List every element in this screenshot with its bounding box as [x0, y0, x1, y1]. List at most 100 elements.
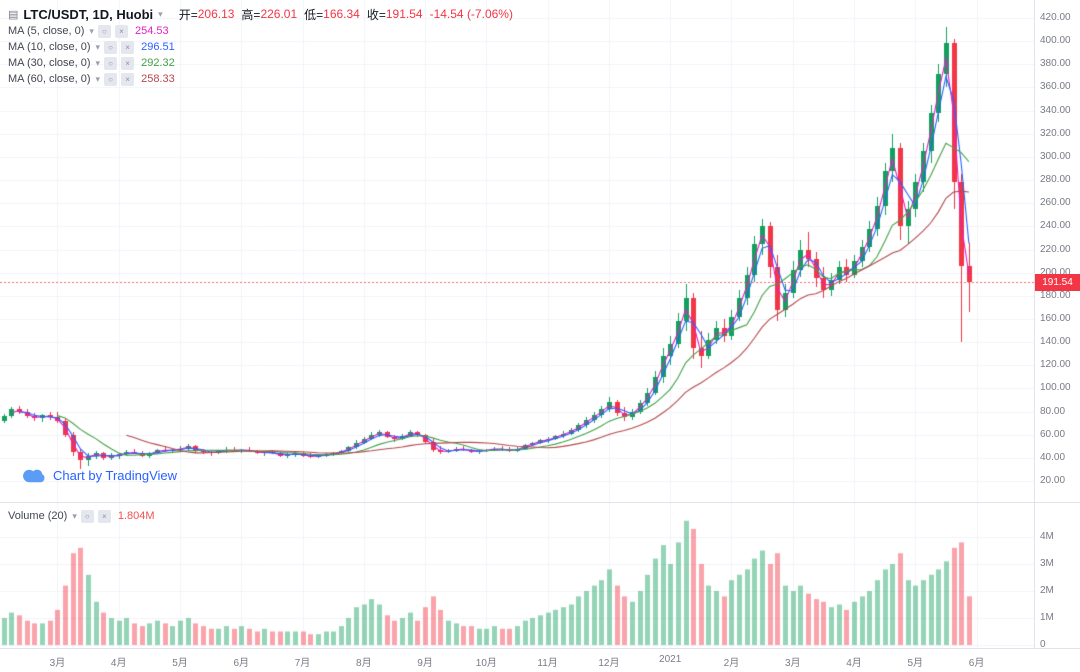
time-axis-label: 3月: [784, 658, 801, 669]
legend-collapse-icon[interactable]: ▤: [8, 8, 19, 21]
time-axis-label: 3月: [49, 658, 66, 669]
close-icon[interactable]: ×: [121, 56, 135, 70]
price-axis-label: 60.00: [1040, 428, 1066, 440]
price-axis-label: 260.00: [1040, 197, 1071, 209]
price-axis[interactable]: 191.54 20.00 40.00 60.00 80.00 100.00 120.00 1…: [1034, 0, 1080, 502]
change-value: -14.54 (-7.06%): [429, 7, 513, 21]
volume-axis-label: 3M: [1040, 558, 1054, 569]
open-label: 开=: [178, 7, 198, 22]
time-axis[interactable]: 3月 4月 5月 6月 7月 8月 9月 10月 11月 12月 2021 2月 3月 4月 5月 6月: [0, 649, 1080, 672]
ma60-label[interactable]: MA (60, close, 0): [8, 73, 91, 85]
close-icon[interactable]: ×: [121, 40, 135, 54]
chevron-down-icon[interactable]: ▾: [89, 25, 94, 36]
price-axis-label: 280.00: [1040, 174, 1071, 186]
ma60-row: MA (60, close, 0) ▾ ○ × 258.33: [8, 71, 513, 87]
ma60-value: 258.33: [141, 73, 175, 85]
price-axis-label: 20.00: [1040, 475, 1066, 486]
volume-value: 1.804M: [117, 510, 155, 522]
price-axis-label: 200.00: [1040, 266, 1071, 278]
close-icon[interactable]: ×: [97, 509, 111, 523]
chevron-down-icon[interactable]: ▾: [158, 8, 163, 19]
price-axis-label: 140.00: [1040, 336, 1071, 348]
volume-legend: Volume (20) ▾ ○ × 1.804M: [8, 508, 155, 524]
time-axis-label: 6月: [233, 658, 250, 669]
tradingview-logo-icon: [23, 469, 45, 483]
time-axis-label: 2月: [723, 658, 740, 669]
ma10-value: 296.51: [141, 41, 175, 53]
eye-icon[interactable]: ○: [104, 56, 118, 70]
ma10-row: MA (10, close, 0) ▾ ○ × 296.51: [8, 39, 513, 55]
volume-axis[interactable]: 4M 3M 2M 1M 0: [1034, 503, 1080, 650]
open-value: 206.13: [197, 7, 235, 21]
high-label: 高=: [241, 7, 261, 22]
price-axis-label: 300.00: [1040, 150, 1071, 162]
time-axis-label: 9月: [417, 658, 433, 669]
price-axis-label: 380.00: [1040, 58, 1071, 70]
low-label: 低=: [304, 7, 324, 22]
price-axis-label: 400.00: [1040, 35, 1071, 47]
high-value: 226.01: [260, 7, 298, 21]
eye-icon[interactable]: ○: [97, 24, 111, 38]
eye-icon[interactable]: ○: [80, 509, 94, 523]
price-axis-label: 80.00: [1040, 405, 1066, 417]
price-axis-label: 180.00: [1040, 289, 1071, 301]
tradingview-watermark[interactable]: Chart by TradingView: [22, 468, 177, 483]
volume-axis-label: 1M: [1040, 612, 1054, 623]
volume-axis-label: 2M: [1040, 585, 1054, 596]
ma5-value: 254.53: [134, 25, 169, 37]
ma30-label[interactable]: MA (30, close, 0): [8, 57, 91, 69]
chart-legend: ▤ LTC/USDT, 1D, Huobi ▾ 开= 206.13 高= 226.0…: [8, 5, 513, 87]
time-axis-label: 12月: [598, 658, 620, 669]
time-axis-divider: [0, 648, 1080, 649]
ma10-label[interactable]: MA (10, close, 0): [8, 41, 91, 53]
price-axis-label: 320.00: [1040, 127, 1071, 139]
pane-divider[interactable]: [0, 502, 1080, 503]
ma5-row: MA (5, close, 0) ▾ ○ × 254.53: [8, 23, 513, 39]
watermark-text: Chart by TradingView: [53, 468, 178, 483]
price-axis-label: 420.00: [1040, 12, 1071, 23]
price-axis-label: 240.00: [1040, 220, 1071, 232]
time-axis-label: 5月: [172, 658, 188, 669]
eye-icon[interactable]: ○: [104, 72, 118, 86]
time-axis-label: 7月: [294, 658, 311, 669]
price-canvas[interactable]: [0, 0, 1034, 502]
chevron-down-icon[interactable]: ▾: [95, 73, 101, 84]
price-axis-label: 40.00: [1040, 451, 1066, 463]
time-axis-label: 4月: [110, 658, 127, 669]
ma5-label[interactable]: MA (5, close, 0): [8, 25, 85, 37]
time-axis-label: 11月: [537, 658, 558, 669]
price-axis-label: 160.00: [1040, 312, 1071, 324]
time-axis-label: 4月: [846, 658, 862, 669]
volume-indicator-label[interactable]: Volume (20): [8, 510, 68, 522]
price-axis-label: 340.00: [1040, 104, 1071, 116]
time-axis-label: 10月: [475, 658, 497, 669]
symbol-row: ▤ LTC/USDT, 1D, Huobi ▾ 开= 206.13 高= 226.0…: [8, 5, 513, 23]
ma30-row: MA (30, close, 0) ▾ ○ × 292.32: [8, 55, 513, 71]
last-price-badge: 191.54: [1035, 273, 1080, 291]
time-axis-label: 5月: [907, 658, 924, 669]
volume-canvas[interactable]: [0, 503, 1034, 648]
time-axis-label: 6月: [968, 658, 985, 669]
price-axis-label: 220.00: [1040, 243, 1071, 255]
price-axis-label: 100.00: [1040, 382, 1071, 394]
close-icon[interactable]: ×: [121, 72, 135, 86]
price-axis-label: 120.00: [1040, 359, 1071, 371]
time-axis-label: 8月: [356, 658, 372, 669]
chevron-down-icon[interactable]: ▾: [95, 57, 101, 68]
ohlc-readout: 开= 206.13 高= 226.01 低= 166.34 收= 191.54 -14.…: [172, 6, 513, 23]
volume-row: Volume (20) ▾ ○ × 1.804M: [8, 508, 155, 524]
chevron-down-icon[interactable]: ▾: [95, 41, 101, 52]
volume-axis-label: 4M: [1040, 531, 1054, 542]
ma30-value: 292.32: [141, 57, 175, 69]
symbol-title[interactable]: LTC/USDT, 1D, Huobi: [23, 6, 154, 22]
volume-axis-label: 0: [1040, 639, 1046, 650]
close-label: 收=: [366, 7, 386, 22]
low-value: 166.34: [323, 7, 360, 21]
time-axis-label: 2021: [659, 654, 682, 665]
close-icon[interactable]: ×: [114, 24, 128, 38]
chevron-down-icon[interactable]: ▾: [72, 510, 77, 521]
price-axis-label: 360.00: [1040, 81, 1071, 93]
close-value: 191.54: [385, 7, 423, 21]
eye-icon[interactable]: ○: [104, 40, 118, 54]
